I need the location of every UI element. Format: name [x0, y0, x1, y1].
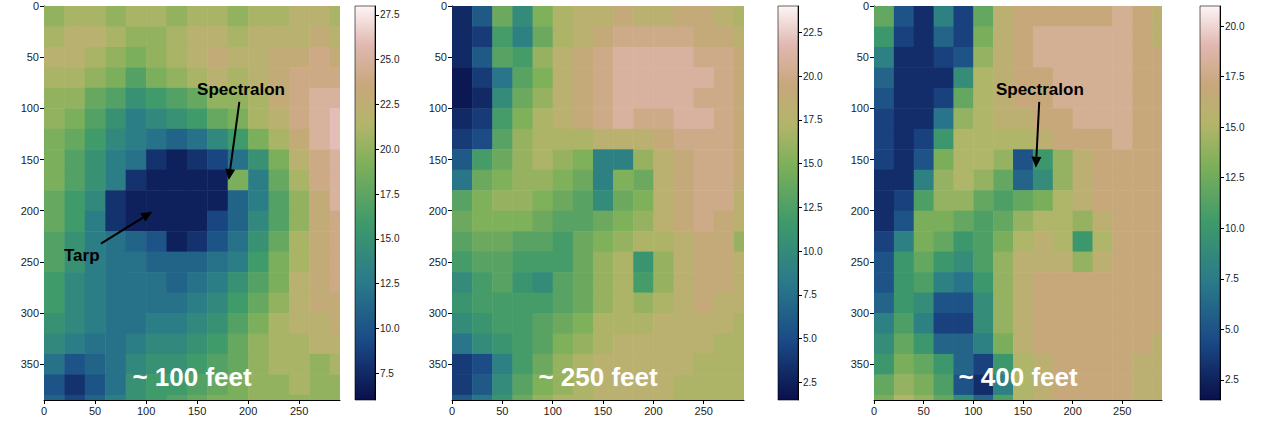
- svg-text:300: 300: [851, 307, 869, 319]
- svg-text:150: 150: [594, 405, 612, 417]
- svg-text:12.5: 12.5: [380, 278, 400, 289]
- svg-text:250: 250: [21, 256, 39, 268]
- svg-text:20.0: 20.0: [380, 144, 400, 155]
- svg-text:300: 300: [21, 307, 39, 319]
- svg-text:0: 0: [33, 0, 39, 12]
- svg-text:22.5: 22.5: [380, 99, 400, 110]
- svg-text:15.0: 15.0: [380, 233, 400, 244]
- svg-text:50: 50: [857, 51, 869, 63]
- svg-text:350: 350: [429, 358, 447, 370]
- svg-text:0: 0: [441, 0, 447, 12]
- svg-text:17.5: 17.5: [380, 189, 400, 200]
- svg-text:100: 100: [429, 102, 447, 114]
- svg-text:250: 250: [851, 256, 869, 268]
- svg-text:100: 100: [544, 405, 562, 417]
- svg-text:22.5: 22.5: [803, 27, 823, 38]
- svg-text:150: 150: [188, 405, 206, 417]
- svg-text:~ 250 feet: ~ 250 feet: [538, 362, 658, 392]
- svg-text:15.0: 15.0: [803, 158, 823, 169]
- svg-text:2.5: 2.5: [1225, 374, 1239, 385]
- svg-text:5.0: 5.0: [1225, 324, 1239, 335]
- svg-text:5.0: 5.0: [803, 333, 817, 344]
- svg-text:200: 200: [21, 205, 39, 217]
- svg-text:10.0: 10.0: [380, 323, 400, 334]
- svg-text:7.5: 7.5: [1225, 273, 1239, 284]
- svg-text:Spectralon: Spectralon: [197, 80, 285, 99]
- svg-text:50: 50: [496, 405, 508, 417]
- svg-text:20.0: 20.0: [803, 71, 823, 82]
- svg-text:250: 250: [1113, 405, 1131, 417]
- svg-text:350: 350: [851, 358, 869, 370]
- svg-text:20.0: 20.0: [1225, 21, 1245, 32]
- svg-text:17.5: 17.5: [803, 114, 823, 125]
- svg-text:50: 50: [435, 51, 447, 63]
- svg-text:0: 0: [449, 405, 455, 417]
- svg-text:200: 200: [1063, 405, 1081, 417]
- svg-text:0: 0: [41, 405, 47, 417]
- svg-text:12.5: 12.5: [803, 202, 823, 213]
- svg-text:150: 150: [429, 154, 447, 166]
- svg-text:100: 100: [964, 405, 982, 417]
- svg-text:50: 50: [918, 405, 930, 417]
- svg-text:10.0: 10.0: [1225, 223, 1245, 234]
- svg-text:150: 150: [1014, 405, 1032, 417]
- svg-text:150: 150: [21, 154, 39, 166]
- svg-text:200: 200: [239, 405, 257, 417]
- svg-text:50: 50: [89, 405, 101, 417]
- svg-text:200: 200: [851, 205, 869, 217]
- svg-text:150: 150: [851, 154, 869, 166]
- svg-text:17.5: 17.5: [1225, 71, 1245, 82]
- svg-text:25.0: 25.0: [380, 54, 400, 65]
- svg-text:15.0: 15.0: [1225, 122, 1245, 133]
- svg-text:7.5: 7.5: [380, 368, 394, 379]
- svg-text:350: 350: [21, 358, 39, 370]
- svg-text:7.5: 7.5: [803, 289, 817, 300]
- svg-text:Spectralon: Spectralon: [996, 80, 1084, 99]
- svg-text:~ 100 feet: ~ 100 feet: [132, 362, 252, 392]
- svg-text:250: 250: [695, 405, 713, 417]
- svg-text:0: 0: [871, 405, 877, 417]
- svg-text:10.0: 10.0: [803, 246, 823, 257]
- svg-text:100: 100: [21, 102, 39, 114]
- svg-text:50: 50: [27, 51, 39, 63]
- svg-text:2.5: 2.5: [803, 377, 817, 388]
- svg-text:100: 100: [851, 102, 869, 114]
- svg-text:250: 250: [290, 405, 308, 417]
- svg-text:200: 200: [429, 205, 447, 217]
- svg-text:Tarp: Tarp: [64, 246, 100, 265]
- svg-text:300: 300: [429, 307, 447, 319]
- svg-text:27.5: 27.5: [380, 9, 400, 20]
- svg-text:0: 0: [863, 0, 869, 12]
- svg-text:~ 400 feet: ~ 400 feet: [958, 362, 1078, 392]
- svg-text:200: 200: [644, 405, 662, 417]
- svg-text:100: 100: [137, 405, 155, 417]
- svg-text:250: 250: [429, 256, 447, 268]
- svg-text:12.5: 12.5: [1225, 172, 1245, 183]
